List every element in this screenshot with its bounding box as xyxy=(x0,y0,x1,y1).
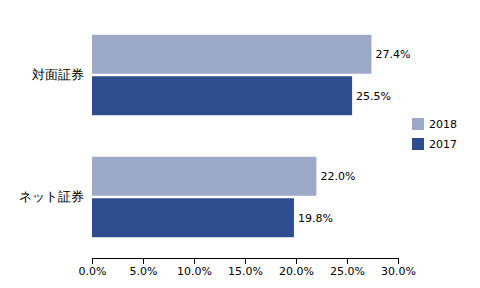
data-label: 25.5% xyxy=(356,90,391,103)
legend-item: 2018 xyxy=(412,118,457,131)
y-tick: 対面証券 xyxy=(32,67,84,82)
bar xyxy=(92,157,316,196)
x-tick-mark xyxy=(347,258,348,264)
x-tick-mark xyxy=(92,258,93,264)
x-tick: 5.0% xyxy=(130,258,158,278)
x-axis-line xyxy=(93,259,399,265)
legend-label: 2017 xyxy=(429,138,457,151)
y-tick: ネット証券 xyxy=(19,189,84,204)
value-labels: 27.4% 22.0% 25.5% 19.8% xyxy=(298,48,410,224)
x-tick-mark xyxy=(245,258,246,264)
x-tick-label: 0.0% xyxy=(79,265,107,278)
category-label: 対面証券 xyxy=(32,67,84,82)
legend: 2018 2017 xyxy=(412,118,457,151)
legend-swatch xyxy=(412,118,424,130)
plot: 0.0% 5.0% 10.0% 15.0% 20.0% 25.0% 30.0% 対面証券ネット… xyxy=(19,35,457,278)
x-tick: 20.0% xyxy=(279,258,314,278)
x-tick-label: 5.0% xyxy=(130,265,158,278)
legend-label: 2018 xyxy=(429,118,457,131)
x-tick: 0.0% xyxy=(79,258,107,278)
x-tick-label: 30.0% xyxy=(381,265,416,278)
category-label: ネット証券 xyxy=(19,189,84,204)
y-axis: 対面証券ネット証券 xyxy=(19,67,84,204)
x-tick: 10.0% xyxy=(177,258,212,278)
x-tick-mark xyxy=(194,258,195,264)
x-tick-mark xyxy=(143,258,144,264)
x-tick-label: 20.0% xyxy=(279,265,314,278)
legend-swatch xyxy=(412,138,424,150)
chart: 0.0% 5.0% 10.0% 15.0% 20.0% 25.0% 30.0% 対面証券ネット… xyxy=(0,0,480,288)
bars xyxy=(92,35,371,237)
x-tick: 15.0% xyxy=(228,258,263,278)
x-tick-label: 10.0% xyxy=(177,265,212,278)
x-tick-mark xyxy=(296,258,297,264)
legend-item: 2017 xyxy=(412,138,457,151)
x-tick: 25.0% xyxy=(330,258,365,278)
bar xyxy=(92,198,294,237)
x-tick: 30.0% xyxy=(381,258,416,278)
x-tick-label: 25.0% xyxy=(330,265,365,278)
x-axis: 0.0% 5.0% 10.0% 15.0% 20.0% 25.0% 30.0% xyxy=(79,258,416,278)
data-label: 22.0% xyxy=(320,170,355,183)
data-label: 27.4% xyxy=(375,48,410,61)
data-label: 19.8% xyxy=(298,212,333,225)
x-tick-label: 15.0% xyxy=(228,265,263,278)
x-tick-mark xyxy=(398,258,399,264)
bar xyxy=(92,76,352,115)
bar xyxy=(92,35,371,74)
